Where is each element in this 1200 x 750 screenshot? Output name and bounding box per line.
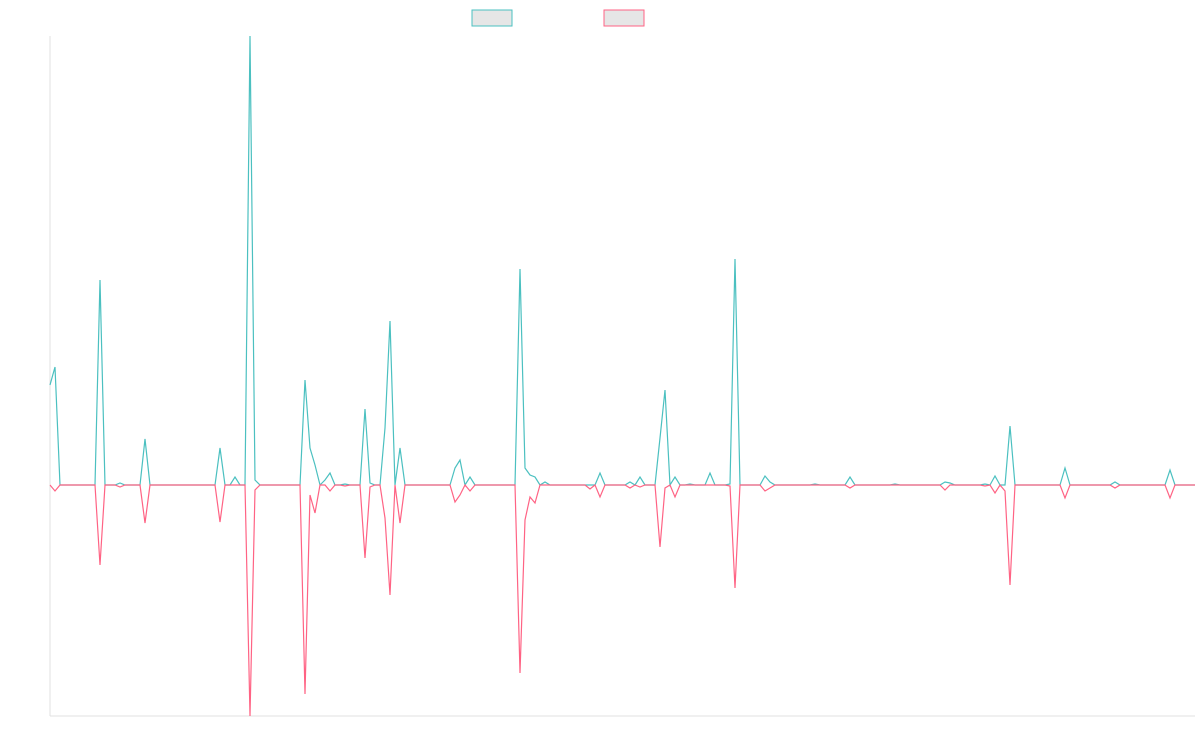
legend-swatch xyxy=(471,9,513,27)
series-line xyxy=(49,483,1195,717)
legend-swatch xyxy=(603,9,645,27)
series-line xyxy=(49,35,1195,487)
